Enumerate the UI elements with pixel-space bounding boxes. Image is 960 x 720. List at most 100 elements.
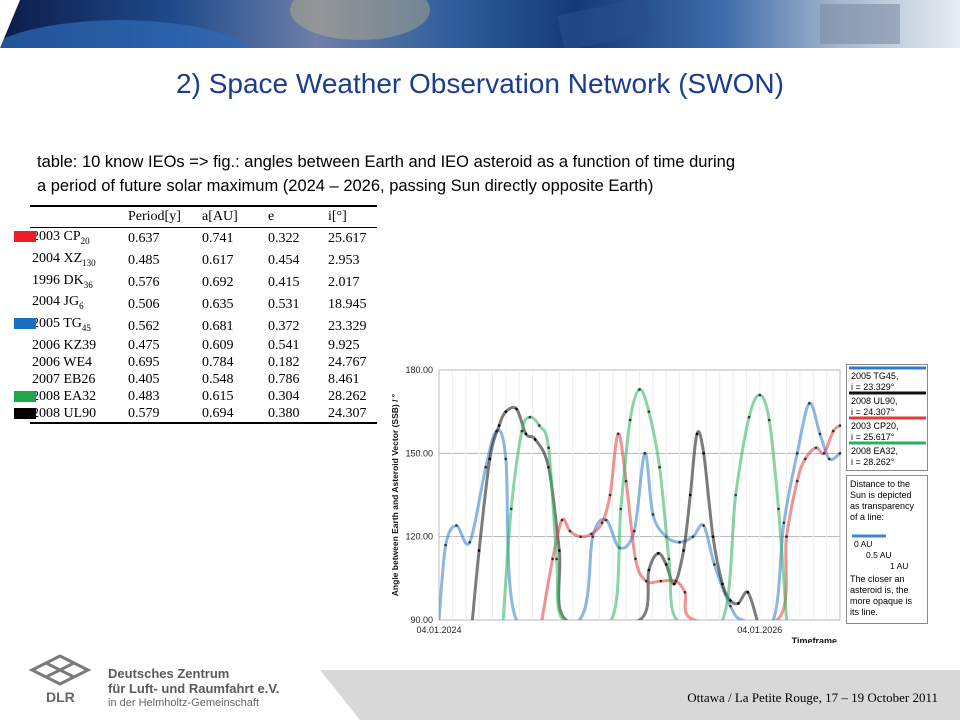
cell-eccentricity: 0.182 — [268, 354, 300, 370]
cell-eccentricity: 0.322 — [268, 231, 300, 247]
data-point — [682, 549, 685, 552]
cell-semi-major-axis: 0.609 — [202, 337, 234, 353]
data-point — [520, 429, 524, 433]
legend-entry-inclination: i = 25.617° — [851, 432, 895, 442]
data-point — [702, 452, 705, 455]
banner-decoration — [0, 0, 900, 48]
data-point — [634, 557, 637, 561]
table-header-period: Period[y] — [126, 205, 200, 228]
y-tick-label: 90.00 — [410, 615, 433, 625]
cell-semi-major-axis: 0.635 — [202, 296, 234, 312]
x-tick-label: 04.01.2024 — [416, 625, 461, 635]
row-color-marker — [14, 318, 36, 330]
chart-legend: 2005 TG45, i = 23.329° 2008 UL90, i = 24.30… — [846, 364, 928, 626]
cell-asteroid-name: 2007 EB26 — [32, 371, 96, 387]
data-point — [747, 415, 751, 419]
y-tick-label: 120.00 — [405, 532, 433, 542]
org-line-1: Deutsches Zentrum — [108, 666, 230, 681]
cell-asteroid-name: 2008 EA32 — [32, 388, 97, 404]
table-row: 2004 JG6 0.506 0.635 0.531 18.945 — [30, 293, 377, 315]
cell-inclination: 9.925 — [328, 337, 360, 353]
cell-semi-major-axis: 0.741 — [202, 231, 234, 247]
cell-semi-major-axis: 0.784 — [202, 354, 234, 370]
cell-inclination: 28.262 — [328, 388, 367, 404]
data-point — [643, 452, 647, 455]
row-color-marker — [14, 390, 36, 402]
data-point — [803, 457, 807, 461]
row-color-marker — [14, 230, 36, 242]
data-point — [818, 432, 822, 436]
data-point — [558, 549, 561, 552]
y-tick-label: 150.00 — [405, 448, 433, 458]
data-point — [721, 582, 724, 586]
cell-period: 0.485 — [128, 253, 160, 269]
data-point — [785, 535, 788, 538]
table-header-row: Period[y] a[AU] e i[°] — [30, 205, 377, 228]
legend-entry-name: 2003 CP20, — [851, 421, 899, 431]
table-row: 2006 WE4 0.695 0.784 0.182 24.767 — [30, 354, 377, 371]
data-point — [547, 446, 550, 450]
data-point — [591, 535, 595, 538]
cell-semi-major-axis: 0.694 — [200, 404, 266, 424]
data-point — [628, 418, 632, 422]
data-point — [551, 557, 554, 561]
cell-inclination: 2.017 — [328, 274, 360, 290]
cell-asteroid-name: 2006 KZ39 — [32, 337, 97, 353]
data-point — [488, 457, 492, 461]
cell-eccentricity: 0.786 — [268, 371, 300, 387]
cell-eccentricity: 0.541 — [268, 337, 300, 353]
legend-note-line: asteroid is, the — [850, 585, 909, 595]
cell-eccentricity: 0.380 — [266, 404, 326, 424]
cell-period: 0.475 — [128, 337, 160, 353]
data-point — [579, 535, 582, 538]
data-point — [777, 507, 780, 511]
data-point — [659, 579, 663, 583]
data-point — [619, 507, 623, 511]
x-axis-label: Timeframe — [792, 636, 837, 643]
cell-semi-major-axis: 0.615 — [202, 388, 234, 404]
data-point — [468, 540, 472, 544]
dlr-organization: Deutsches Zentrum für Luft- und Raumfahr… — [108, 666, 279, 711]
table-header-i: i[°] — [326, 205, 377, 228]
data-point — [524, 432, 528, 436]
table-row: 2007 EB26 0.405 0.548 0.786 8.461 — [30, 371, 377, 388]
data-point — [683, 590, 687, 594]
cell-semi-major-axis: 0.617 — [202, 253, 234, 269]
table-row: 1996 DK36 0.576 0.692 0.415 2.017 — [30, 272, 377, 294]
data-point — [484, 465, 488, 469]
data-point — [497, 424, 501, 427]
data-point — [729, 604, 732, 608]
table-row: 2008 UL90 0.579 0.694 0.380 24.307 — [30, 404, 377, 424]
table-row: 2003 CP20 0.637 0.741 0.322 25.617 — [30, 228, 377, 250]
cell-period: 0.483 — [128, 388, 160, 404]
data-point — [509, 507, 513, 511]
data-point — [807, 402, 811, 405]
cell-period: 0.562 — [128, 318, 160, 334]
legend-entry-inclination: i = 23.329° — [851, 382, 895, 392]
legend-note-line: Sun is depicted — [850, 490, 912, 500]
legend-note-line: of a line: — [850, 512, 884, 522]
cell-asteroid-name: 2006 WE4 — [32, 354, 93, 370]
data-point — [647, 568, 651, 572]
data-point — [568, 529, 572, 533]
scale-label-1au: 1 AU — [890, 561, 908, 571]
data-point — [702, 524, 705, 527]
cell-semi-major-axis: 0.681 — [202, 318, 234, 334]
cell-eccentricity: 0.372 — [268, 318, 300, 334]
cell-inclination: 2.953 — [328, 253, 360, 269]
cell-period: 0.579 — [126, 404, 200, 424]
table-row: 2005 TG45 0.562 0.681 0.372 23.329 — [30, 315, 377, 337]
data-point — [828, 457, 831, 461]
data-point — [746, 590, 750, 594]
data-point — [737, 602, 740, 605]
cell-inclination: 8.461 — [328, 371, 360, 387]
description-line-1: table: 10 know IEOs => fig.: angles betw… — [37, 153, 735, 171]
data-point — [624, 479, 628, 483]
data-point — [647, 410, 651, 413]
cell-asteroid-name: 2005 TG45 — [32, 316, 91, 333]
org-line-3: in der Helmholtz-Gemeinschaft — [108, 697, 260, 709]
chart-svg: 90.00 120.00 150.00 180.00 04.01.2024 04.01.2… — [390, 365, 842, 646]
table-row: 2006 KZ39 0.475 0.609 0.541 9.925 — [30, 337, 377, 354]
legend-note-line: more opaque is — [850, 596, 913, 606]
data-point — [477, 549, 481, 552]
